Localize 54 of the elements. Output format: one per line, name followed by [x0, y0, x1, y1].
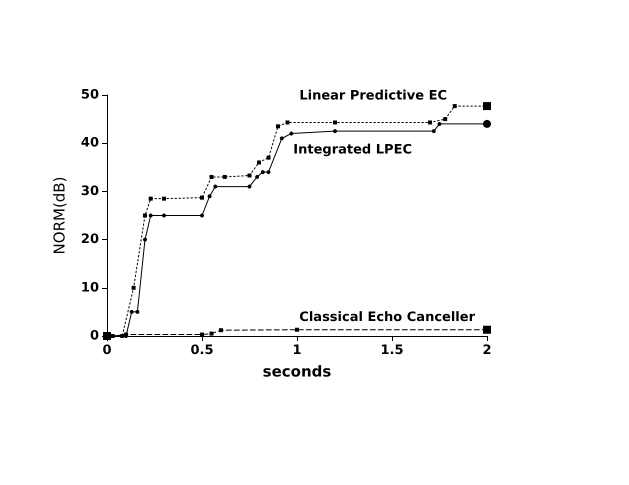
series-label: Integrated LPEC: [293, 142, 412, 158]
point: [200, 214, 204, 218]
point: [260, 170, 265, 174]
point: [208, 194, 212, 198]
x-tick-label: 1: [292, 343, 302, 358]
point: [143, 238, 147, 242]
point: [162, 214, 166, 218]
point: [286, 120, 290, 124]
point: [213, 184, 218, 189]
point: [443, 117, 448, 122]
y-tick-label: 40: [80, 136, 99, 151]
point: [132, 286, 136, 290]
point: [333, 129, 337, 134]
point: [210, 332, 214, 336]
x-tick-label: 1.5: [380, 343, 404, 358]
y-tick-label: 0: [90, 328, 99, 344]
x-tick-label: 0.5: [190, 343, 214, 358]
point: [276, 124, 280, 128]
point: [219, 328, 223, 332]
point: [289, 132, 294, 136]
point: [200, 196, 204, 200]
y-axis-title: NORM(dB): [50, 176, 68, 254]
x-tick-label: 0: [102, 343, 112, 358]
y-tick-label: 30: [80, 184, 99, 199]
point: [266, 156, 270, 160]
point: [148, 214, 153, 218]
point: [135, 310, 140, 314]
x-tick-label: 2: [482, 343, 492, 358]
point: [148, 196, 153, 201]
point: [257, 160, 261, 164]
point: [248, 173, 252, 178]
point: [432, 129, 436, 134]
point: [222, 174, 227, 179]
point: [162, 196, 166, 201]
y-tick-label: 20: [80, 232, 99, 248]
point: [130, 310, 134, 314]
series-label: Linear Predictive EC: [299, 88, 447, 104]
point: [248, 184, 252, 189]
point: [110, 334, 115, 338]
point: [120, 334, 124, 338]
point: [333, 120, 337, 124]
point: [428, 120, 432, 124]
y-tick-label: 50: [80, 88, 99, 102]
point: [266, 170, 270, 174]
y-tick-label: 10: [80, 280, 99, 296]
point: [143, 214, 147, 218]
point: [438, 122, 442, 126]
point: [210, 174, 214, 179]
point: [295, 328, 299, 332]
point: [280, 136, 284, 140]
series-label: Classical Echo Canceller: [299, 310, 476, 326]
x-axis-title: seconds: [262, 362, 332, 380]
point: [452, 104, 457, 108]
point: [255, 174, 260, 179]
